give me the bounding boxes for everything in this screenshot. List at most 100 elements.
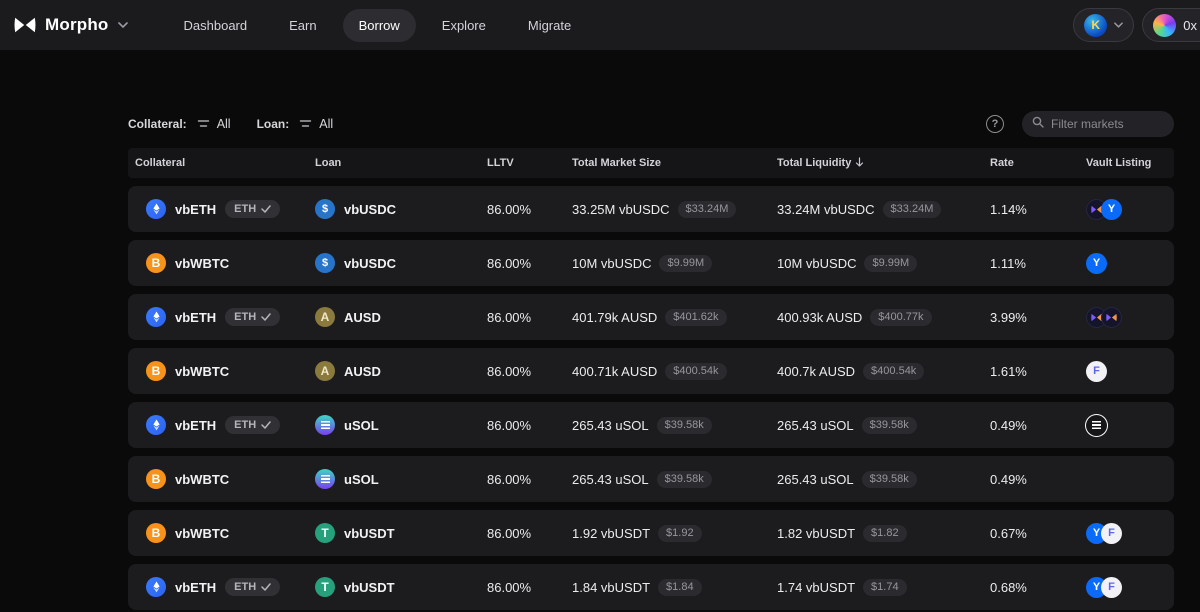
column-vault-listing[interactable]: Vault Listing xyxy=(1086,157,1152,169)
check-icon xyxy=(261,421,271,429)
market-row[interactable]: vbETH ETH uSOL 86.00% 265.43 uSOL $39.58… xyxy=(128,402,1174,448)
chain-badge-label: ETH xyxy=(234,419,257,431)
vault-listing-cell: F xyxy=(1086,360,1174,382)
lltv-value: 86.00% xyxy=(487,363,532,379)
solana-bars-glyph xyxy=(320,475,330,483)
market-size-amount: 401.79k AUSD xyxy=(572,309,658,325)
market-size-amount: 265.43 uSOL xyxy=(572,417,649,433)
market-row[interactable]: vbETH ETH T vbUSDT 86.00% 1.84 vbUSDT $1… xyxy=(128,564,1174,610)
lltv-value: 86.00% xyxy=(487,201,532,217)
usol-token-icon xyxy=(315,469,335,489)
morpho-vault-icon xyxy=(1101,306,1122,328)
usdc-token-icon: $ xyxy=(315,253,335,273)
bars-vault-icon xyxy=(1086,414,1107,436)
collateral-filter-value: All xyxy=(216,117,231,131)
collateral-chain-badge: ETH xyxy=(225,200,281,218)
column-loan[interactable]: Loan xyxy=(315,157,342,169)
solana-bars-glyph xyxy=(320,421,330,429)
search-input[interactable] xyxy=(1051,117,1164,131)
collateral-token-name: vbETH xyxy=(175,201,217,217)
brand[interactable]: Morpho xyxy=(14,15,128,35)
rate-value: 1.61% xyxy=(990,363,1027,379)
market-row[interactable]: B vbWBTC uSOL 86.00% 265.43 uSOL $39.58k… xyxy=(128,456,1174,502)
wbtc-token-icon: B xyxy=(146,361,166,381)
loan-token-name: AUSD xyxy=(344,309,381,325)
market-size-cell: 1.84 vbUSDT $1.84 xyxy=(572,578,777,596)
market-size-usd-badge: $401.62k xyxy=(665,308,727,326)
market-row[interactable]: B vbWBTC A AUSD 86.00% 400.71k AUSD $400… xyxy=(128,348,1174,394)
collateral-coin-slot: B xyxy=(146,253,166,273)
column-total-liquidity-label: Total Liquidity xyxy=(777,157,852,169)
collateral-token-name: vbWBTC xyxy=(175,363,230,379)
toolbar-right: ? xyxy=(986,111,1174,137)
market-row[interactable]: vbETH ETH $ vbUSDC 86.00% 33.25M vbUSDC … xyxy=(128,186,1174,232)
collateral-token-name: vbETH xyxy=(175,309,217,325)
loan-filter-button[interactable]: All xyxy=(299,117,333,131)
nav-dashboard[interactable]: Dashboard xyxy=(168,9,264,42)
rate-cell: 1.11% xyxy=(990,256,1086,271)
help-icon[interactable]: ? xyxy=(986,115,1004,133)
table-body: vbETH ETH $ vbUSDC 86.00% 33.25M vbUSDC … xyxy=(128,186,1174,610)
market-row[interactable]: B vbWBTC T vbUSDT 86.00% 1.92 vbUSDT $1.… xyxy=(128,510,1174,556)
rate-value: 1.14% xyxy=(990,201,1027,217)
account-button[interactable]: 0x xyxy=(1142,8,1200,42)
wbtc-token-icon: B xyxy=(146,469,166,489)
column-lltv[interactable]: LLTV xyxy=(487,157,514,169)
market-size-usd-badge: $39.58k xyxy=(656,416,712,434)
collateral-cell: B vbWBTC xyxy=(128,361,315,381)
chain-badge-label: ETH xyxy=(234,203,257,215)
liquidity-usd-badge: $39.58k xyxy=(861,470,917,488)
brand-name: Morpho xyxy=(45,15,109,34)
lltv-cell: 86.00% xyxy=(487,418,572,433)
market-size-cell: 1.92 vbUSDT $1.92 xyxy=(572,524,777,542)
collateral-filter-button[interactable]: All xyxy=(197,117,231,131)
ausd-token-icon: A xyxy=(315,361,335,381)
column-collateral[interactable]: Collateral xyxy=(135,157,186,169)
column-total-liquidity[interactable]: Total Liquidity xyxy=(777,156,990,170)
market-size-amount: 1.84 vbUSDT xyxy=(572,579,651,595)
sort-descending-icon xyxy=(855,156,864,170)
market-row[interactable]: B vbWBTC $ vbUSDC 86.00% 10M vbUSDC $9.9… xyxy=(128,240,1174,286)
loan-coin-slot: T xyxy=(315,523,335,543)
collateral-token-name: vbWBTC xyxy=(175,255,230,271)
liquidity-usd-badge: $1.74 xyxy=(863,578,907,596)
liquidity-amount: 400.7k AUSD xyxy=(777,363,856,379)
collateral-coin-slot xyxy=(146,199,166,219)
nav-migrate[interactable]: Migrate xyxy=(512,9,587,42)
nav-explore[interactable]: Explore xyxy=(426,9,502,42)
nav-earn[interactable]: Earn xyxy=(273,9,332,42)
liquidity-usd-badge: $9.99M xyxy=(864,254,918,272)
network-selector[interactable]: K xyxy=(1073,8,1135,42)
loan-cell: T vbUSDT xyxy=(315,577,487,597)
loan-token-name: uSOL xyxy=(344,417,379,433)
collateral-token-name: vbETH xyxy=(175,417,217,433)
loan-token-name: vbUSDT xyxy=(344,525,395,541)
loan-token-name: vbUSDC xyxy=(344,201,397,217)
nav-borrow[interactable]: Borrow xyxy=(342,8,416,42)
search-icon xyxy=(1032,115,1044,133)
collateral-cell: vbETH ETH xyxy=(128,199,315,219)
rate-cell: 0.67% xyxy=(990,526,1086,541)
collateral-token-name: vbETH xyxy=(175,579,217,595)
liquidity-cell: 10M vbUSDC $9.99M xyxy=(777,254,990,272)
collateral-coin-slot xyxy=(146,307,166,327)
rate-value: 1.11% xyxy=(990,255,1026,271)
flagship-vault-icon: F xyxy=(1101,522,1122,544)
eth-token-icon xyxy=(146,199,166,219)
collateral-coin-slot xyxy=(146,577,166,597)
market-row[interactable]: vbETH ETH A AUSD 86.00% 401.79k AUSD $40… xyxy=(128,294,1174,340)
collateral-filter-group: Collateral: All xyxy=(128,117,231,131)
market-size-cell: 265.43 uSOL $39.58k xyxy=(572,416,777,434)
loan-cell: A AUSD xyxy=(315,361,487,381)
column-total-market-size[interactable]: Total Market Size xyxy=(572,157,662,169)
market-size-amount: 1.92 vbUSDT xyxy=(572,525,651,541)
account-address: 0x xyxy=(1183,17,1197,33)
loan-cell: T vbUSDT xyxy=(315,523,487,543)
rate-cell: 0.68% xyxy=(990,580,1086,595)
column-rate[interactable]: Rate xyxy=(990,157,1014,169)
market-size-usd-badge: $9.99M xyxy=(659,254,713,272)
market-size-usd-badge: $33.24M xyxy=(677,200,737,218)
filter-lines-icon xyxy=(299,117,312,131)
borrow-page: Collateral: All Loan: All ? xyxy=(128,111,1174,610)
